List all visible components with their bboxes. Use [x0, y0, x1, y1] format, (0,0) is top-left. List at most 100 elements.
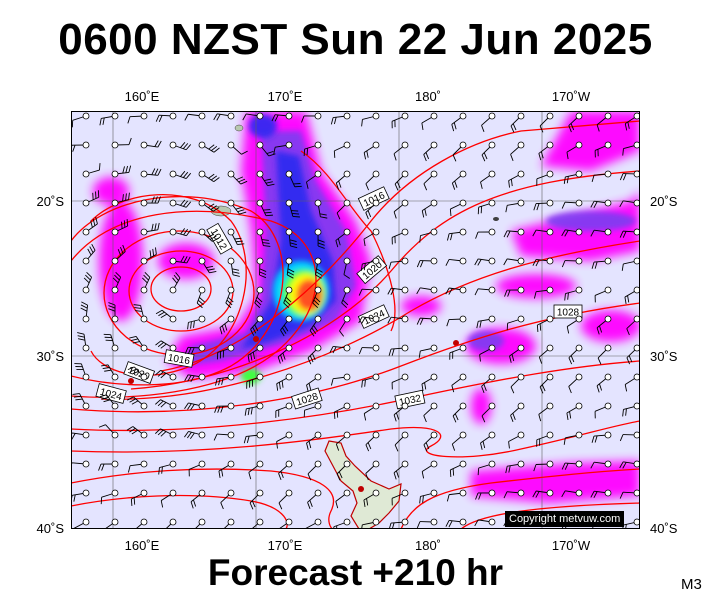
- station-circle-icon: [488, 286, 496, 294]
- wind-barb-icon: [365, 199, 380, 220]
- station-circle-icon: [401, 431, 409, 439]
- station-circle-icon: [488, 460, 496, 468]
- wind-barb-icon: [596, 112, 612, 132]
- wind-barb-icon: [508, 431, 525, 449]
- wind-barb-icon: [215, 373, 235, 386]
- wind-barb-icon: [98, 460, 119, 471]
- station-circle-icon: [82, 199, 90, 207]
- wind-barb-icon: [358, 315, 380, 324]
- wind-barb-icon: [590, 460, 612, 469]
- station-circle-icon: [140, 518, 148, 526]
- station-circle-icon: [169, 460, 177, 468]
- wind-barb-icon: [474, 518, 496, 527]
- station-circle-icon: [430, 402, 438, 410]
- wind-barb-icon: [214, 402, 235, 413]
- station-circle-icon: [633, 286, 640, 294]
- station-circle-icon: [227, 257, 235, 265]
- map-frame: [71, 111, 640, 529]
- model-code-label: M3: [681, 576, 702, 593]
- station-circle-icon: [285, 112, 293, 120]
- wind-barb-icon: [561, 460, 583, 470]
- wind-barb-icon: [445, 518, 467, 528]
- station-circle-icon: [227, 286, 235, 294]
- station-circle-icon: [517, 257, 525, 265]
- wind-barb-icon: [82, 190, 100, 207]
- wind-barb-icon: [508, 170, 525, 188]
- station-circle-icon: [633, 489, 640, 497]
- wind-barb-icon: [539, 373, 554, 394]
- station-circle-icon: [82, 170, 90, 178]
- wind-barb-icon: [505, 460, 525, 474]
- wind-barb-icon: [536, 170, 554, 186]
- station-circle-icon: [430, 460, 438, 468]
- station-circle-icon: [604, 112, 612, 120]
- wind-barb-icon: [111, 219, 129, 236]
- wind-barb-icon: [305, 518, 322, 529]
- wind-barb-icon: [306, 431, 322, 450]
- wind-barb-icon: [594, 286, 612, 303]
- wind-barb-icon: [394, 431, 409, 452]
- wind-barb-icon: [479, 344, 496, 362]
- station-circle-icon: [111, 518, 119, 526]
- wind-barb-icon: [198, 141, 220, 153]
- wind-barb-icon: [566, 315, 583, 334]
- wind-barb-icon: [532, 489, 554, 498]
- wind-barb-icon: [314, 199, 328, 219]
- station-circle-icon: [169, 373, 177, 381]
- station-circle-icon: [517, 315, 525, 323]
- wind-barb-icon: [561, 489, 583, 498]
- wind-barb-icon: [421, 199, 438, 218]
- wind-barb-icon: [446, 489, 467, 502]
- station-circle-icon: [140, 315, 148, 323]
- wind-barb-icon: [416, 257, 438, 268]
- wind-barb-icon: [591, 170, 612, 182]
- wind-barb-icon: [99, 112, 119, 126]
- station-circle-icon: [227, 489, 235, 497]
- station-circle-icon: [430, 489, 438, 497]
- station-circle-icon: [343, 315, 351, 323]
- wind-barb-icon: [591, 257, 612, 269]
- station-circle-icon: [517, 344, 525, 352]
- wind-barb-icon: [190, 489, 206, 509]
- station-circle-icon: [169, 518, 177, 526]
- station-circle-icon: [343, 518, 351, 526]
- station-circle-icon: [546, 431, 554, 439]
- station-circle-icon: [140, 431, 148, 439]
- station-circle-icon: [285, 228, 293, 236]
- station-circle-icon: [227, 431, 235, 439]
- lon-label-bottom-160e: 160˚E: [124, 538, 160, 553]
- station-circle-icon: [343, 228, 351, 236]
- station-circle-icon: [169, 228, 177, 236]
- station-circle-icon: [343, 489, 351, 497]
- wind-barb-icon: [590, 489, 612, 499]
- wind-barb-icon: [388, 257, 409, 269]
- station-circle-icon: [459, 431, 467, 439]
- wind-barb-icon: [111, 244, 126, 265]
- station-circle-icon: [575, 112, 583, 120]
- wind-barb-icon: [129, 335, 148, 352]
- wind-barb-icon: [626, 315, 640, 336]
- station-circle-icon: [227, 141, 235, 149]
- station-circle-icon: [227, 344, 235, 352]
- wind-barb-icon: [619, 228, 640, 238]
- wind-barb-icon: [126, 426, 148, 439]
- station-circle-icon: [517, 199, 525, 207]
- station-circle-icon: [488, 315, 496, 323]
- wind-barb-icon: [278, 489, 293, 510]
- wind-barb-icon: [333, 518, 351, 529]
- station-circle-icon: [82, 315, 90, 323]
- station-circle-icon: [604, 315, 612, 323]
- station-circle-icon: [169, 489, 177, 497]
- wind-barb-icon: [446, 315, 467, 327]
- wind-barb-icon: [278, 460, 293, 481]
- station-circle-icon: [401, 228, 409, 236]
- wind-barb-icon: [445, 286, 467, 295]
- station-circle-icon: [285, 199, 293, 207]
- wind-barb-icon: [566, 141, 583, 160]
- wind-barb-icon: [509, 344, 525, 363]
- wind-barb-icon: [393, 199, 409, 219]
- station-circle-icon: [227, 518, 235, 526]
- station-circle-icon: [169, 315, 177, 323]
- station-circle-icon: [198, 373, 206, 381]
- station-circle-icon: [198, 228, 206, 236]
